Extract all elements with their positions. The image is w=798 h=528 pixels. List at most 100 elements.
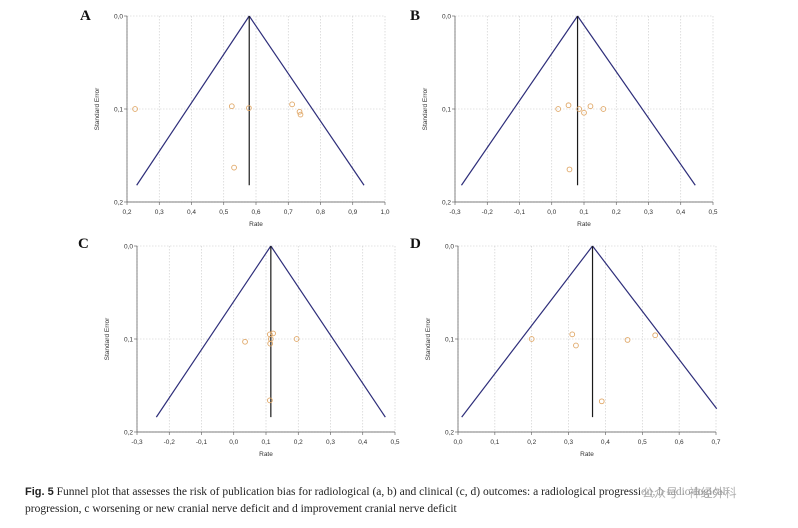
x-tick-label: 0,4 <box>601 439 610 446</box>
x-tick-label: 0,4 <box>676 209 685 216</box>
x-tick-label: 0,2 <box>612 209 621 216</box>
study-point <box>267 331 273 338</box>
panel-letter: A <box>80 8 91 24</box>
panel-letter: B <box>410 8 420 24</box>
x-tick-label: 0,2 <box>122 209 131 216</box>
x-axis-title: Rate <box>580 451 594 458</box>
y-axis-title: Standard Error <box>422 87 429 130</box>
funnel-right-line <box>577 15 696 186</box>
study-point <box>566 166 573 173</box>
x-tick-label: 0,3 <box>644 209 653 216</box>
study-point <box>293 336 300 342</box>
y-tick-label: 0,0 <box>124 244 133 251</box>
x-tick-label: 0,0 <box>229 439 238 446</box>
x-axis-title: Rate <box>577 221 591 228</box>
y-tick-label: 0,1 <box>445 337 454 344</box>
x-tick-label: 0,5 <box>219 209 228 216</box>
x-tick-label: 0,8 <box>316 209 325 216</box>
caption-text: Funnel plot that assesses the risk of pu… <box>25 486 726 515</box>
study-point <box>600 106 607 112</box>
study-point <box>555 106 562 112</box>
funnel-left-line <box>461 245 594 418</box>
study-point <box>297 111 304 118</box>
study-point <box>270 330 276 337</box>
study-point <box>587 103 594 110</box>
x-tick-label: 0,4 <box>358 439 367 446</box>
y-tick-label: 0,0 <box>114 14 123 21</box>
study-point <box>267 397 273 404</box>
study-point <box>242 338 248 345</box>
x-tick-label: 0,0 <box>547 209 556 216</box>
y-tick-label: 0,0 <box>442 14 451 21</box>
study-point <box>132 106 138 112</box>
funnel-left-line <box>136 15 250 186</box>
x-tick-label: 0,6 <box>675 439 684 446</box>
panel-d: D 0,0 0,1 0,2 0,3 0,4 0,5 0,6 0,7 0,0 0,1 0,2 Rate St… <box>410 236 721 458</box>
x-tick-label: -0,1 <box>514 209 526 216</box>
x-tick-label: 0,7 <box>284 209 293 216</box>
x-tick-label: 0,6 <box>251 209 260 216</box>
x-tick-label: 0,1 <box>579 209 588 216</box>
study-point <box>569 331 576 338</box>
study-point <box>565 102 572 109</box>
x-tick-label: -0,3 <box>131 439 143 446</box>
panel-c: C -0,3 -0,2 -0,1 0,0 0,1 0,2 0,3 0,4 0,5 0,0 0,1 0,2… <box>78 236 400 458</box>
study-point <box>576 106 583 112</box>
x-tick-label: 0,1 <box>490 439 499 446</box>
x-tick-label: 0,5 <box>708 209 717 216</box>
x-tick-label: -0,2 <box>482 209 494 216</box>
y-tick-label: 0,0 <box>445 244 454 251</box>
funnel-right-line <box>270 245 386 418</box>
y-axis-title: Standard Error <box>425 317 432 360</box>
funnel-right-line <box>248 15 365 186</box>
study-point <box>246 105 252 111</box>
study-point <box>231 164 237 171</box>
panel-a: A 0,2 0,3 0,4 0,5 0,6 0,7 0,8 0,9 1,0 0,0 0,1 0,2 Rat… <box>80 8 390 228</box>
x-tick-label: 0,2 <box>527 439 536 446</box>
panel-b: B -0,3 -0,2 -0,1 0,0 0,1 0,2 0,3 0,4 0,5 0,0 0,1 0,2… <box>410 8 718 228</box>
x-axis-title: Rate <box>249 221 263 228</box>
study-point <box>598 398 605 405</box>
funnel-left-line <box>155 245 272 418</box>
x-tick-label: 1,0 <box>380 209 389 216</box>
x-tick-label: 0,1 <box>261 439 270 446</box>
x-tick-label: -0,3 <box>449 209 461 216</box>
x-tick-label: 0,0 <box>453 439 462 446</box>
caption-label: Fig. 5 <box>25 486 54 498</box>
study-point <box>573 342 579 349</box>
x-tick-label: 0,7 <box>711 439 720 446</box>
study-point <box>289 101 295 108</box>
study-point <box>267 340 274 347</box>
x-tick-label: 0,2 <box>294 439 303 446</box>
y-tick-label: 0,1 <box>114 107 123 114</box>
y-axis-title: Standard Error <box>94 87 101 130</box>
study-point <box>581 109 587 116</box>
x-tick-label: 0,3 <box>326 439 335 446</box>
study-point <box>296 108 303 115</box>
x-tick-label: 0,5 <box>638 439 647 446</box>
funnel-left-line <box>460 15 579 186</box>
x-tick-label: 0,3 <box>564 439 573 446</box>
y-tick-label: 0,1 <box>442 107 451 114</box>
x-tick-label: 0,9 <box>348 209 357 216</box>
study-point <box>624 337 631 343</box>
study-point <box>528 336 535 342</box>
y-tick-label: 0,2 <box>445 430 454 437</box>
study-point <box>652 332 659 339</box>
watermark-text: 公众号 · 神经外科 <box>640 484 739 501</box>
y-tick-label: 0,2 <box>124 430 133 437</box>
study-point <box>228 103 235 110</box>
y-tick-label: 0,1 <box>124 337 133 344</box>
x-tick-label: -0,2 <box>164 439 176 446</box>
y-tick-label: 0,2 <box>442 200 451 207</box>
panel-letter: C <box>78 236 89 252</box>
y-axis-title: Standard Error <box>104 317 111 360</box>
x-tick-label: -0,1 <box>196 439 208 446</box>
funnel-right-line <box>592 245 718 410</box>
panel-letter: D <box>410 236 421 252</box>
x-tick-label: 0,3 <box>155 209 164 216</box>
figure-caption: Fig. 5 Funnel plot that assesses the ris… <box>25 484 785 518</box>
y-tick-label: 0,2 <box>114 200 123 207</box>
x-axis-title: Rate <box>259 451 273 458</box>
